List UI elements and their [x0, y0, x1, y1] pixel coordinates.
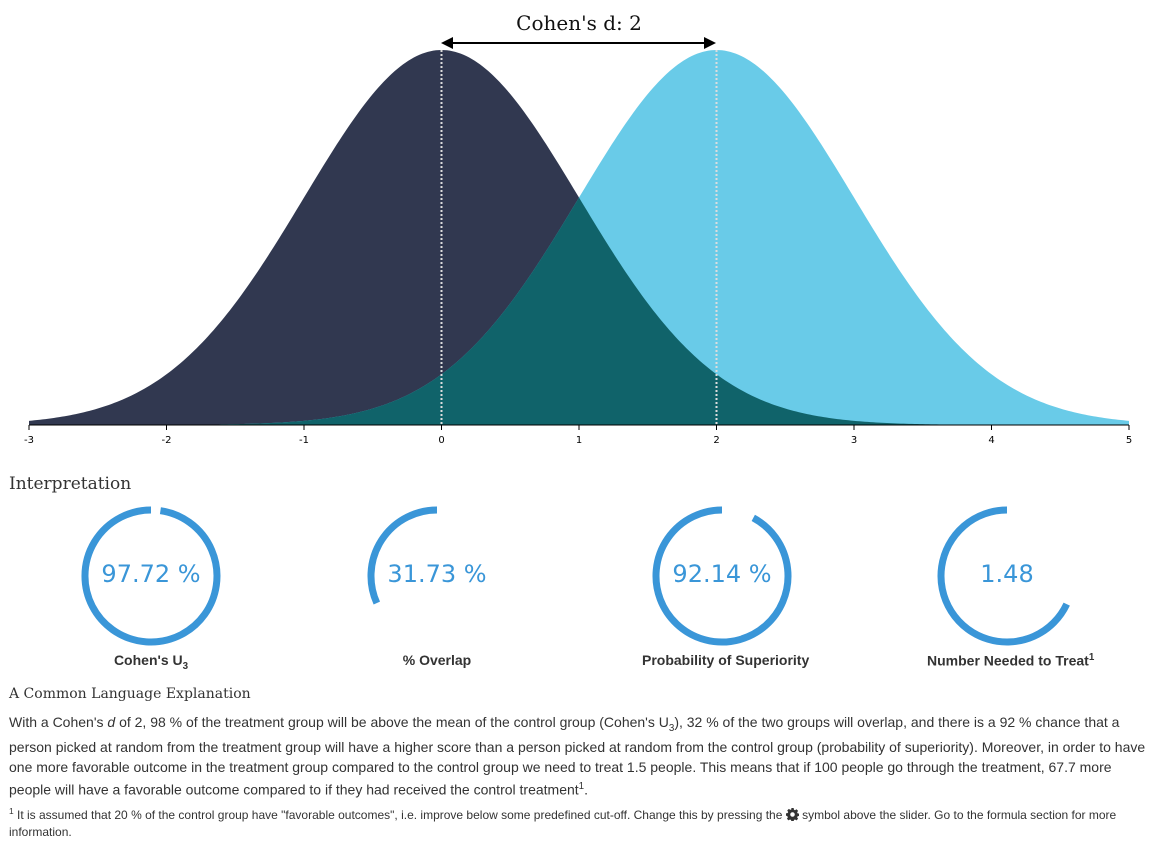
gauge-1: 97.72 % Cohen's U3 — [71, 502, 231, 672]
x-tick-label: 5 — [1126, 435, 1132, 446]
gauge-value: 92.14 % — [672, 560, 772, 588]
gear-icon — [785, 808, 800, 822]
x-tick-label: 4 — [988, 435, 994, 446]
x-tick-label: 0 — [438, 435, 444, 446]
x-tick-label: -2 — [162, 435, 172, 446]
x-tick-label: 1 — [576, 435, 582, 446]
gauge-label: Number Needed to Treat1 — [927, 652, 1095, 669]
gauge-2: 31.73 % % Overlap — [357, 502, 517, 668]
gauge-arc — [367, 506, 438, 605]
footnote: 1 It is assumed that 20 % of the control… — [9, 806, 1117, 839]
distribution-chart: -3 -2 -1 0 1 2 3 4 5 Cohen's d: 2 — [24, 11, 1132, 446]
chart-title: Cohen's d: 2 — [516, 11, 642, 35]
gauge-arc — [81, 506, 221, 646]
gauge-ring — [652, 506, 792, 646]
overlap-area — [29, 197, 1129, 425]
x-tick-label: 3 — [851, 435, 857, 446]
explanation-title: A Common Language Explanation — [9, 686, 251, 702]
gauge-label: Probability of Superiority — [642, 652, 810, 668]
x-tick-label: 2 — [713, 435, 719, 446]
x-tick-label: -1 — [299, 435, 309, 446]
explanation-paragraph: With a Cohen's d of 2, 98 % of the treat… — [9, 714, 1146, 798]
interpretation-title: Interpretation — [9, 474, 132, 494]
gauge-arc — [652, 506, 792, 646]
gauge-label: Cohen's U3 — [113, 652, 189, 672]
x-tick-label: -3 — [24, 435, 34, 446]
gauge-3: 92.14 % Probability of Superiority — [642, 502, 810, 668]
gauge-label: % Overlap — [402, 652, 472, 668]
cohens-d-arrow — [441, 37, 716, 49]
gauge-ring — [937, 506, 1070, 646]
gauge-ring — [367, 506, 438, 605]
gauge-arc — [937, 506, 1070, 646]
gauge-4: 1.48 Number Needed to Treat1 — [927, 502, 1095, 669]
gauge-ring — [81, 506, 221, 646]
gauge-value: 31.73 % — [387, 560, 487, 588]
gauge-value: 1.48 — [980, 560, 1034, 588]
gauge-value: 97.72 % — [101, 560, 201, 588]
